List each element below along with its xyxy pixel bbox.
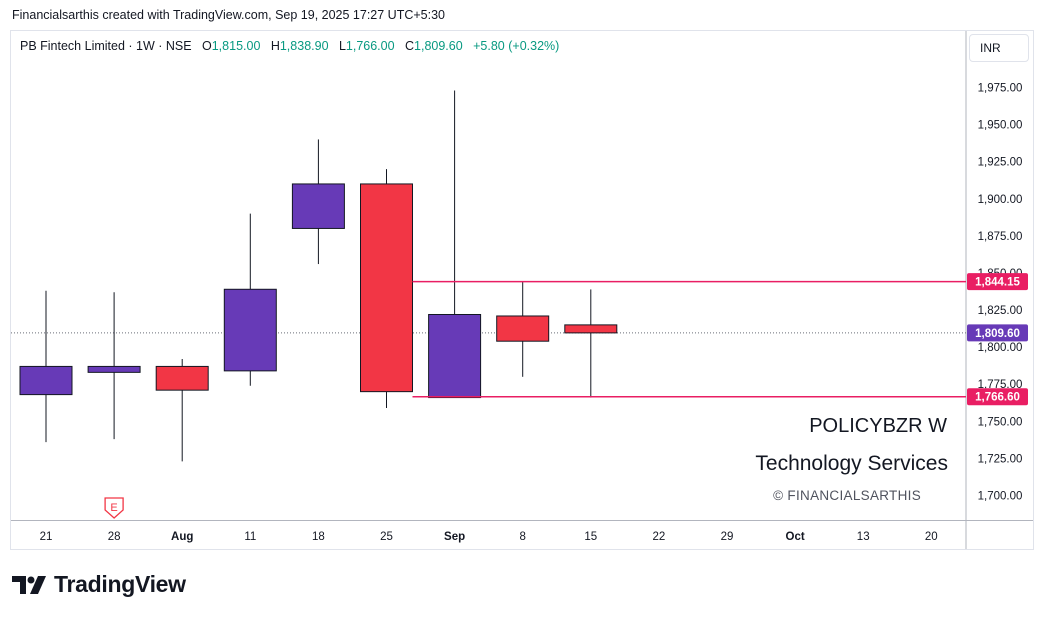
level-price-label: 1,766.60: [975, 392, 1020, 404]
legend-low-label: L: [338, 39, 346, 53]
earnings-marker[interactable]: E: [104, 497, 124, 519]
y-tick-label: 1,750.00: [978, 416, 1023, 428]
x-tick-label: 15: [584, 531, 597, 543]
x-tick-label: 8: [519, 531, 525, 543]
y-tick-label: 1,825.00: [978, 305, 1023, 317]
current-price-label: 1,809.60: [975, 328, 1020, 340]
y-tick-label: 1,875.00: [978, 231, 1023, 243]
tradingview-logo[interactable]: TradingView: [12, 571, 186, 598]
y-tick-label: 1,725.00: [978, 453, 1023, 465]
x-tick-label: 20: [925, 531, 938, 543]
legend-close-label: C: [405, 39, 415, 53]
candle-body: [291, 183, 345, 229]
candle-body: [19, 365, 73, 396]
price-axis[interactable]: 1,700.001,725.001,750.001,775.001,800.00…: [978, 83, 1023, 503]
candle-body: [564, 324, 618, 334]
tradingview-logo-icon: [12, 575, 46, 594]
x-tick-label: 13: [857, 531, 870, 543]
x-tick-label: Sep: [444, 531, 465, 543]
x-tick-label: 28: [108, 531, 121, 543]
y-tick-label: 1,800.00: [978, 342, 1023, 354]
x-tick-label: Aug: [171, 531, 193, 543]
x-tick-label: 21: [40, 531, 53, 543]
level-price-label: 1,844.15: [975, 277, 1020, 289]
tradingview-logo-text: TradingView: [54, 571, 186, 597]
chart-frame: [10, 30, 1034, 550]
legend-change: +5.80 (+0.32%): [473, 39, 560, 53]
x-tick-label: Oct: [786, 531, 805, 543]
y-tick-label: 1,950.00: [978, 120, 1023, 132]
symbol-legend: PB Fintech Limited · 1W · NSE O1,815.00 …: [20, 39, 559, 53]
current-price-tag: [967, 324, 1028, 342]
legend-low: 1,766.00: [345, 39, 395, 53]
legend-open-label: O: [202, 39, 212, 53]
legend-open: 1,815.00: [211, 39, 261, 53]
watermark-sector: Technology Services: [755, 452, 948, 475]
y-tick-label: 1,925.00: [978, 157, 1023, 169]
currency-button[interactable]: INR: [969, 34, 1029, 62]
candle-body: [223, 288, 277, 372]
candles: [19, 90, 618, 462]
watermark-symbol: POLICYBZR W: [809, 415, 947, 437]
legend-close: 1,809.60: [414, 39, 463, 53]
candle-body: [428, 313, 482, 399]
y-tick-label: 1,900.00: [978, 194, 1023, 206]
earnings-marker-label: E: [110, 502, 117, 514]
y-tick-label: 1,975.00: [978, 83, 1023, 95]
legend-high-label: H: [270, 39, 280, 53]
level-price-tag: [967, 273, 1028, 291]
x-tick-label: 11: [244, 531, 256, 543]
x-tick-label: 18: [312, 531, 325, 543]
x-tick-label: 25: [380, 531, 393, 543]
candle-body: [496, 315, 550, 342]
level-price-tag: [967, 388, 1028, 406]
horizontal-levels: 1,844.15 1,766.60 1,809.60: [412, 273, 1028, 406]
candle-body: [155, 365, 209, 391]
candle-body: [360, 183, 413, 393]
earnings-e-icon: [104, 497, 124, 519]
time-axis[interactable]: 21 28 Aug 11 18 25 Sep 8 15 22 29 Oct 13 20: [40, 531, 938, 543]
x-tick-label: 22: [653, 531, 666, 543]
y-tick-label: 1,700.00: [978, 491, 1023, 503]
legend-symbol: PB Fintech Limited · 1W · NSE: [20, 39, 192, 53]
created-note: Financialsarthis created with TradingVie…: [12, 8, 446, 22]
legend-high: 1,838.90: [279, 39, 329, 53]
watermark-copyright: © FINANCIALSARTHIS: [773, 488, 921, 503]
x-tick-label: 29: [721, 531, 734, 543]
candle-body: [87, 365, 141, 373]
